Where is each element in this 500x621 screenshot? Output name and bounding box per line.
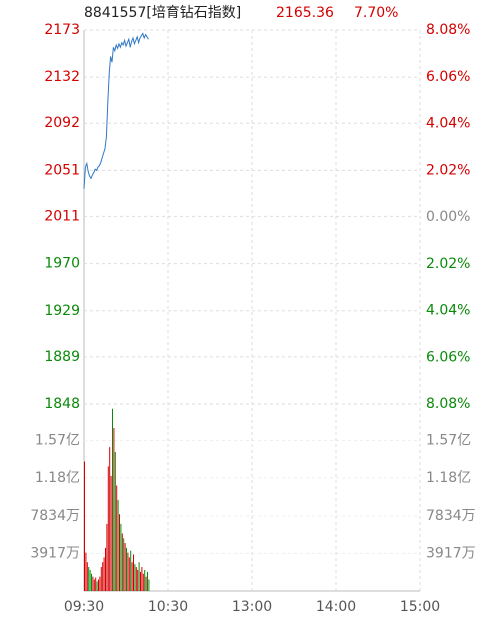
x-tick-label: 13:00: [232, 599, 272, 615]
volume-tick-label: 1.57亿: [426, 432, 471, 448]
y2-tick-label: 8.08%: [426, 22, 470, 38]
y2-tick-label: 6.06%: [426, 69, 470, 85]
y-tick-label: 2132: [44, 69, 80, 85]
volume-tick-label: 7834万: [30, 508, 80, 524]
price-line: [83, 32, 149, 189]
volume-tick-label: 7834万: [426, 508, 476, 524]
last-price: 2165.36: [276, 5, 334, 21]
volume-tick-label: 1.18亿: [35, 470, 80, 486]
volume-tick-label: 3917万: [426, 545, 476, 561]
y2-tick-label: 0.00%: [426, 209, 470, 225]
y-tick-label: 2173: [44, 22, 80, 38]
change: 7.70%: [354, 5, 398, 21]
y-tick-label: 1889: [44, 349, 80, 365]
volume-tick-label: 1.18亿: [426, 470, 471, 486]
x-tick-label: 10:30: [148, 599, 188, 615]
volume-tick-label: 3917万: [30, 545, 80, 561]
y2-tick-label: 2.02%: [426, 256, 470, 272]
chart-title: 8841557[培育钻石指数]: [84, 5, 241, 21]
y2-tick-label: 8.08%: [426, 396, 470, 412]
x-tick-label: 15:00: [400, 599, 440, 615]
y-tick-label: 2011: [44, 208, 80, 224]
y-tick-label: 2051: [44, 162, 80, 178]
x-tick-label: 14:00: [316, 599, 356, 615]
volume-tick-label: 1.57亿: [35, 432, 80, 448]
y-tick-label: 1929: [44, 303, 80, 319]
y-tick-label: 2092: [44, 115, 80, 131]
y2-tick-label: 4.04%: [426, 116, 470, 132]
y2-tick-label: 2.02%: [426, 162, 470, 178]
y-tick-label: 1970: [44, 256, 80, 272]
y2-tick-label: 4.04%: [426, 303, 470, 319]
x-tick-label: 09:30: [64, 599, 104, 615]
y2-tick-label: 6.06%: [426, 349, 470, 365]
y-tick-label: 1848: [44, 396, 80, 412]
